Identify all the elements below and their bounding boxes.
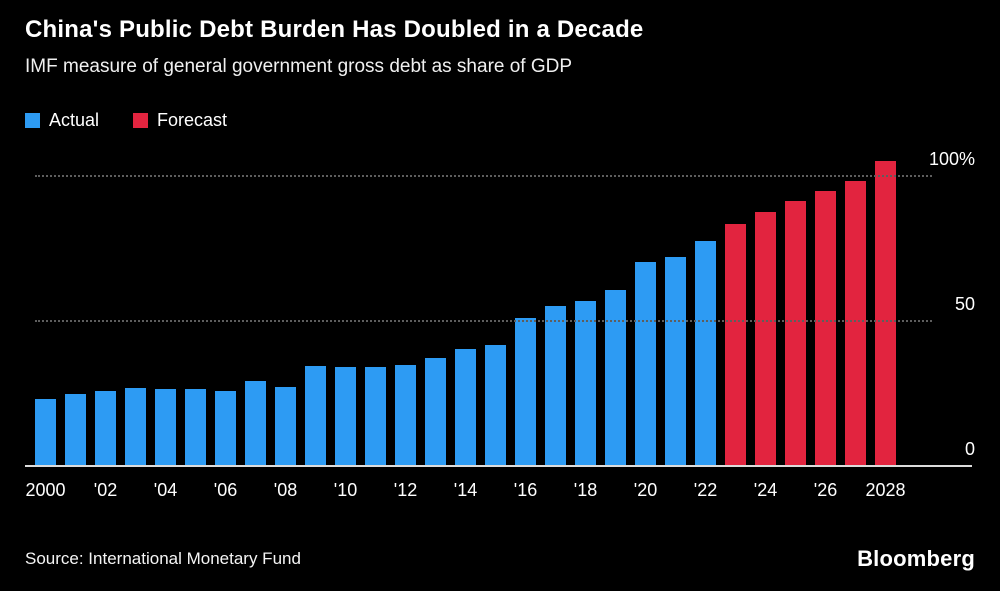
x-tick-08: '08: [273, 480, 298, 500]
gridline-50: [35, 320, 932, 322]
x-tick-12: '12: [393, 480, 418, 500]
x-tick-18: '18: [573, 480, 598, 500]
x-tick-2000: 2000: [25, 480, 66, 500]
bar-2017: [545, 305, 566, 465]
legend-label-actual: Actual: [49, 110, 100, 130]
forecast-swatch-icon: [133, 113, 149, 128]
bar-2025: [785, 200, 806, 465]
x-tick-22: '22: [693, 480, 718, 500]
bar-2014: [455, 349, 476, 465]
bar-2002: [95, 390, 116, 465]
y-tick-100: 100%: [928, 149, 975, 169]
legend-item-actual: Actual: [25, 110, 99, 131]
legend: Actual Forecast: [25, 110, 227, 131]
x-axis-labels: 2000 '02 '04 '06 '08 '10 '12 '14 '16 '18 '20 '22 '24…: [25, 480, 906, 504]
x-axis-line: [25, 465, 972, 467]
bar-2021: [665, 256, 686, 465]
legend-label-forecast: Forecast: [157, 110, 228, 130]
y-tick-0: 0: [964, 439, 975, 459]
bars: [35, 140, 896, 465]
bar-2019: [605, 289, 626, 465]
x-tick-10: '10: [333, 480, 358, 500]
x-tick-2028: 2028: [865, 480, 906, 500]
bar-2018: [575, 300, 596, 465]
x-tick-16: '16: [513, 480, 538, 500]
bar-2023: [725, 224, 746, 465]
bar-2012: [395, 365, 416, 465]
bar-2024: [755, 211, 776, 465]
bloomberg-logo: Bloomberg: [857, 546, 975, 571]
x-tick-02: '02: [93, 480, 118, 500]
bar-2007: [245, 380, 266, 465]
x-tick-26: '26: [813, 480, 838, 500]
bar-2020: [635, 261, 656, 465]
bar-2022: [695, 241, 716, 465]
y-tick-50: 50: [954, 294, 975, 314]
bar-2004: [155, 389, 176, 465]
bar-2001: [65, 394, 86, 465]
source-note: Source: International Monetary Fund: [25, 549, 301, 568]
bar-2010: [335, 366, 356, 465]
x-tick-24: '24: [753, 480, 778, 500]
bar-2016: [515, 318, 536, 465]
bar-2005: [185, 389, 206, 465]
actual-swatch-icon: [25, 113, 40, 128]
bar-2000: [35, 398, 56, 465]
bar-2006: [215, 391, 236, 465]
bar-2015: [485, 344, 506, 465]
bar-2009: [305, 365, 326, 465]
bar-2011: [365, 367, 386, 465]
bar-2027: [845, 180, 866, 465]
bar-2026: [815, 190, 836, 465]
gridline-100: [35, 175, 932, 177]
bar-2003: [125, 387, 146, 465]
chart-title: China's Public Debt Burden Has Doubled i…: [25, 16, 644, 43]
legend-item-forecast: Forecast: [133, 110, 227, 131]
bar-2028: [875, 160, 896, 465]
x-tick-14: '14: [453, 480, 478, 500]
x-tick-04: '04: [153, 480, 178, 500]
x-tick-06: '06: [213, 480, 238, 500]
x-tick-20: '20: [633, 480, 658, 500]
bar-2013: [425, 357, 446, 465]
bar-chart: 100% 50 0: [25, 140, 975, 467]
bar-2008: [275, 386, 296, 465]
chart-subtitle: IMF measure of general government gross …: [25, 56, 573, 77]
